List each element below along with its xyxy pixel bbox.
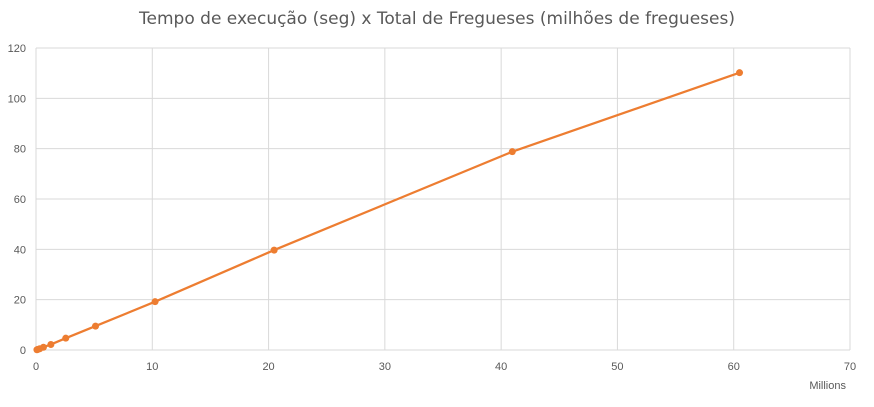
- x-tick-label: 60: [728, 361, 740, 373]
- grid-layer: [36, 47, 851, 350]
- series-line: [36, 71, 740, 351]
- data-point: [736, 69, 744, 77]
- y-tick-label: 0: [20, 345, 26, 357]
- y-tick-label: 80: [14, 144, 26, 156]
- y-tick-label: 120: [8, 43, 26, 55]
- y-tick-label: 20: [14, 295, 26, 307]
- x-tick-label: 20: [262, 361, 274, 373]
- y-tick-label: 60: [14, 194, 26, 206]
- x-axis-unit-label: Millions: [809, 380, 846, 392]
- x-tick-label: 30: [379, 361, 391, 373]
- data-point: [270, 246, 278, 254]
- data-point: [151, 298, 159, 306]
- data-point: [47, 340, 55, 348]
- x-tick-label: 50: [611, 361, 623, 373]
- data-point: [62, 334, 70, 342]
- series-layer: [33, 69, 744, 354]
- x-tick-label: 70: [844, 361, 856, 373]
- data-point: [92, 322, 100, 330]
- y-tick-label: 40: [14, 244, 26, 256]
- x-tick-label: 0: [33, 361, 39, 373]
- chart-title: Tempo de execução (seg) x Total de Fregu…: [139, 9, 735, 29]
- x-tick-label: 10: [146, 361, 158, 373]
- x-tick-label: 40: [495, 361, 507, 373]
- axis-layer: 0 20 40 60 80 100 120 0 10 20 30 40 50 60 70: [8, 43, 856, 373]
- y-tick-label: 100: [8, 93, 26, 105]
- data-point: [508, 148, 516, 156]
- data-point: [39, 343, 47, 351]
